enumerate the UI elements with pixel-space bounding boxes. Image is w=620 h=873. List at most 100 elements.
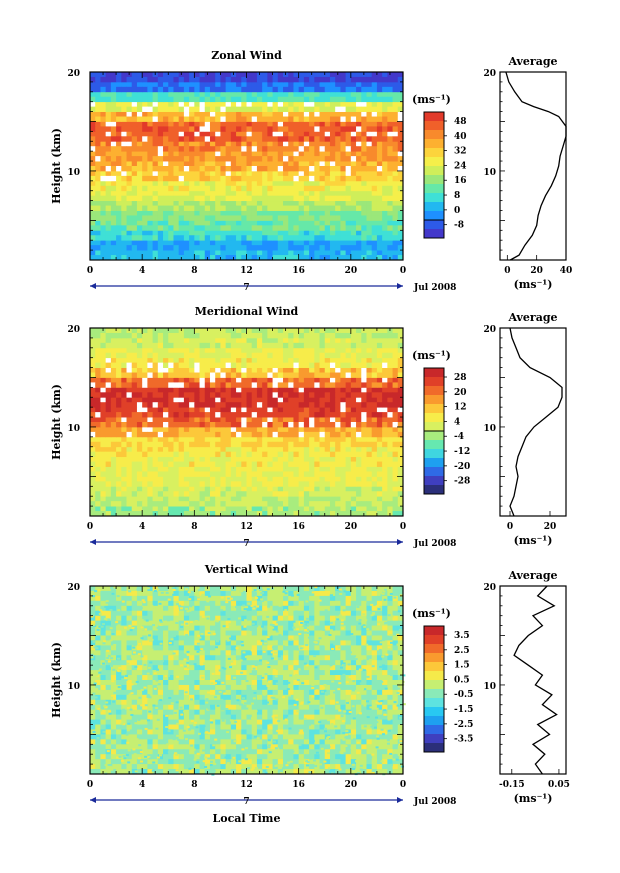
heatmap-cell [209,91,216,98]
heatmap-cell [309,215,315,221]
heatmap-cell [309,245,315,251]
heatmap-cell [152,392,159,398]
heatmap-cell [131,166,138,172]
heatmap-cell [366,185,373,192]
heatmap-cell [340,200,347,206]
x-tick-label: 0 [87,522,93,532]
heatmap-cell [183,422,190,428]
heatmap-cell [100,180,107,187]
heatmap-cell [335,471,341,477]
heatmap-cell [376,121,383,127]
heatmap-cell [340,96,347,103]
heatmap-cell [110,496,117,502]
heatmap-cell [136,392,143,398]
heatmap-cell [241,235,247,241]
heatmap-cell [173,377,180,383]
heatmap-cell [225,96,232,103]
heatmap-cell [283,471,289,477]
heatmap-cell [230,357,237,364]
heatmap-cell [209,86,216,93]
heatmap-cell [251,136,258,142]
heatmap-cell [152,491,159,497]
heatmap-cell [241,367,247,373]
heatmap-cell [225,121,232,127]
heatmap-cell [236,141,242,147]
heatmap-cell [387,81,393,88]
heatmap-cell [267,337,273,344]
heatmap-cell [105,511,112,517]
heatmap-cell [387,185,393,192]
heatmap-cell [163,367,169,373]
heatmap-cell [204,151,211,157]
heatmap-cell [168,151,174,157]
heatmap-cell [168,387,174,393]
heatmap-cell [90,190,96,197]
heatmap-cell [152,96,159,103]
heatmap-cell [189,185,195,192]
heatmap-cell [100,501,107,507]
heatmap-cell [298,382,305,388]
heatmap-cell [356,511,362,517]
heatmap-cell [251,501,258,507]
heatmap-cell [246,210,253,216]
heatmap-cell [136,161,143,167]
heatmap-cell [204,412,211,418]
heatmap-cell [147,328,153,334]
heatmap-cell [251,586,258,592]
heatmap-cell [267,332,273,339]
heatmap-cell [246,240,253,246]
heatmap-cell [95,382,101,388]
heatmap-cell [303,101,310,108]
heatmap-cell [350,235,357,241]
heatmap-cell [230,436,237,443]
heatmap-cell [246,426,253,433]
heatmap-cell [340,255,347,261]
heatmap-cell [293,436,300,443]
heatmap-cell [194,412,200,418]
heatmap-cell [142,431,148,438]
heatmap-cell [272,185,279,192]
heatmap-cell [194,96,200,103]
heatmap-cell [157,357,164,364]
heatmap-cell [163,377,169,383]
heatmap-cell [397,121,404,127]
heatmap-cell [189,250,195,256]
heatmap-cell [387,352,393,359]
heatmap-cell [110,136,117,142]
heatmap-cell [361,347,367,354]
heatmap-cell [376,586,383,592]
heatmap-cell [100,210,107,216]
heatmap-cell [100,456,107,462]
heatmap-cell [283,461,289,467]
heatmap-cell [356,72,362,78]
heatmap-cell [298,362,305,368]
heatmap-cell [298,431,305,438]
heatmap-cell [199,372,206,378]
heatmap-cell [220,362,227,368]
heatmap-cell [314,422,320,428]
heatmap-cell [142,357,148,364]
heatmap-cell [126,461,133,467]
heatmap-cell [262,205,268,211]
heatmap-cell [246,412,253,418]
heatmap-cell [220,101,227,108]
heatmap-cell [95,481,101,487]
heatmap-cell [366,225,373,231]
heatmap-cell [220,590,227,597]
heatmap-cell [204,230,211,236]
heatmap-cell [194,101,200,108]
heatmap-cell [345,161,352,167]
heatmap-cell [371,501,378,507]
heatmap-cell [241,431,247,438]
heatmap-cell [387,210,393,216]
heatmap-cell [136,511,143,517]
heatmap-cell [121,511,127,517]
heatmap-cell [392,471,399,477]
heatmap-cell [298,126,305,132]
heatmap-cell [90,250,96,256]
heatmap-cell [204,250,211,256]
heatmap-cell [173,151,180,157]
heatmap-cell [241,86,247,93]
heatmap-cell [105,91,112,98]
heatmap-cell [246,362,253,368]
